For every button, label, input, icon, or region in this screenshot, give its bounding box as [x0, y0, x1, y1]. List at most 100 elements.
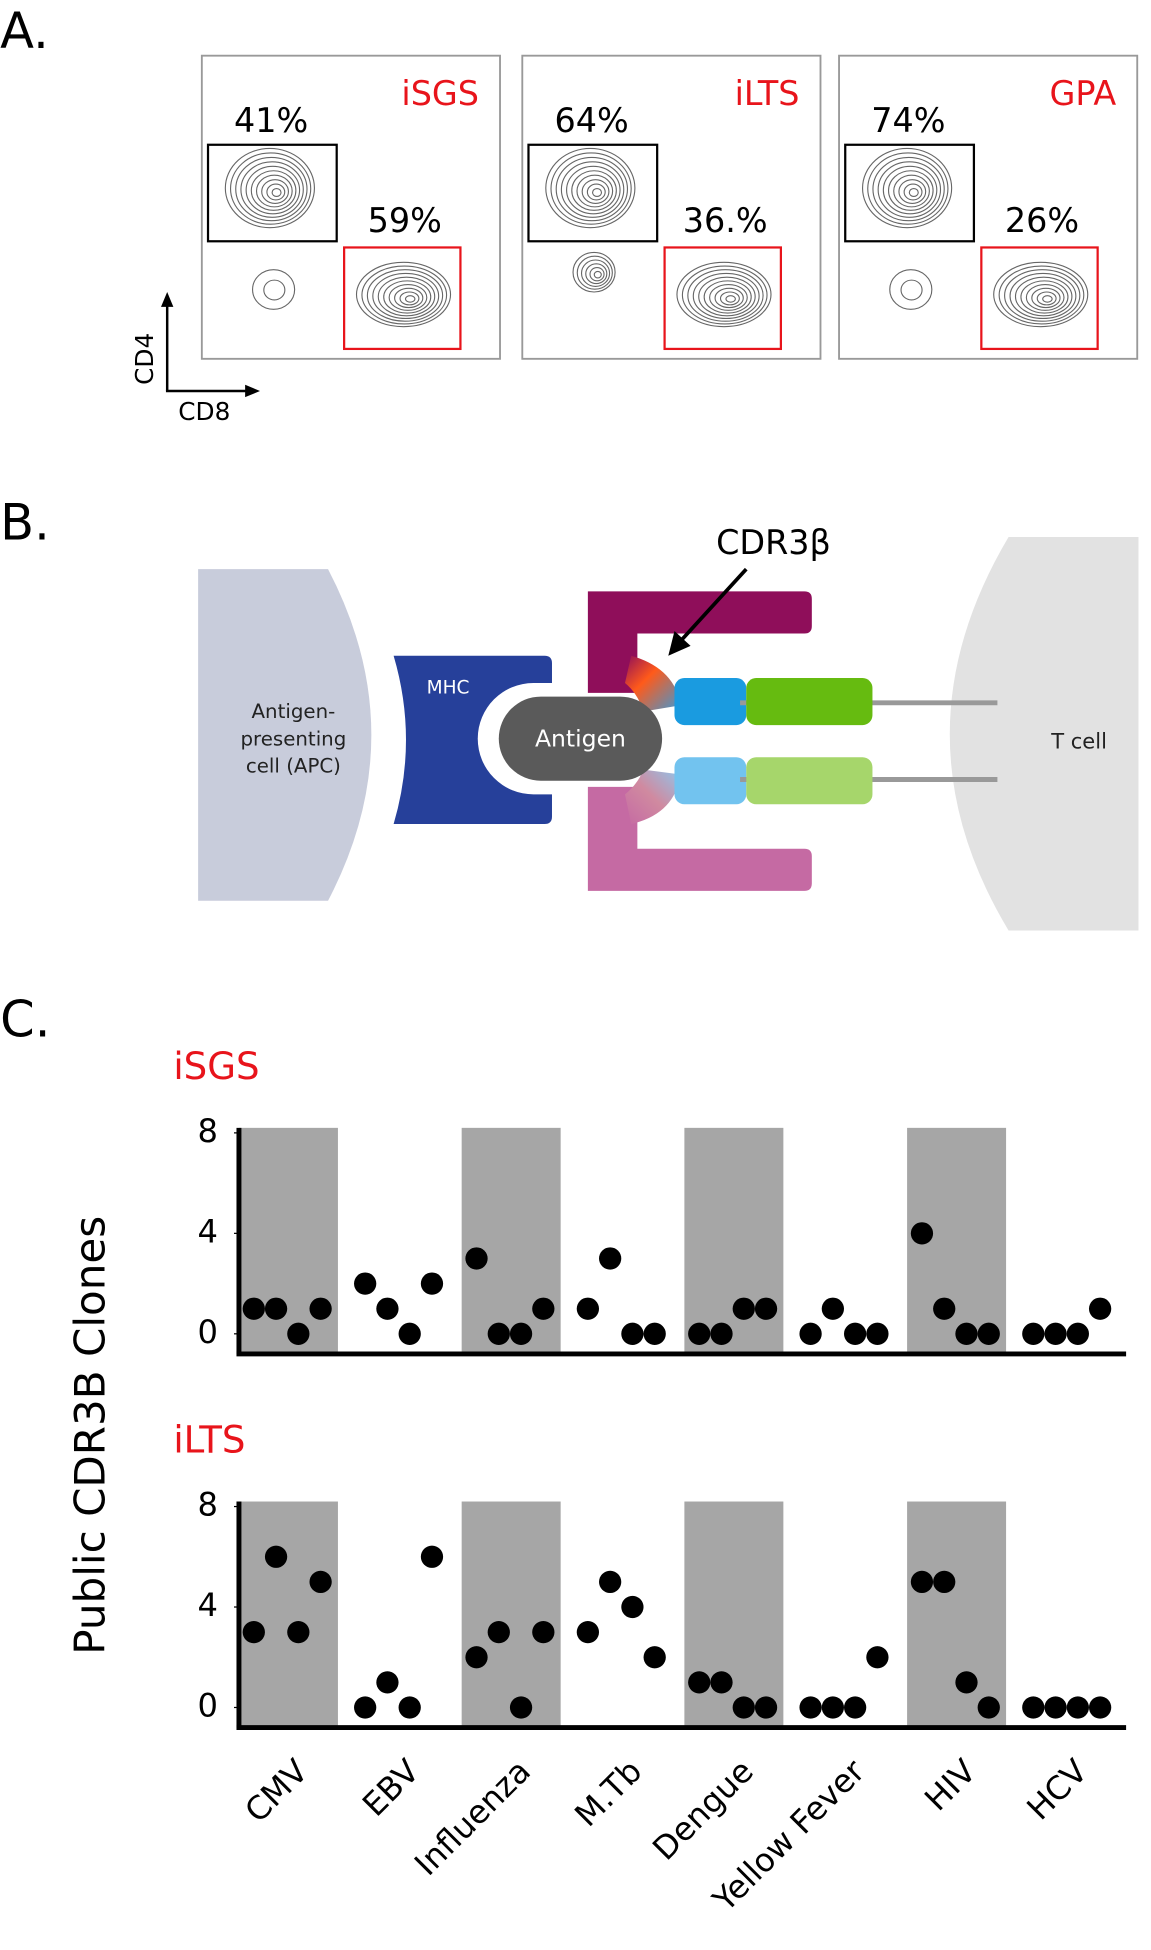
y-tick-label: 8	[197, 1112, 217, 1150]
chart-title: iLTS	[173, 1419, 245, 1462]
contour	[709, 284, 748, 311]
contour	[1042, 295, 1053, 303]
contour	[725, 295, 736, 303]
contour	[545, 147, 636, 229]
dot	[309, 1570, 332, 1594]
contour	[555, 156, 629, 222]
dot	[465, 1247, 488, 1270]
tcr-domain	[674, 757, 747, 805]
gate-label: 74%	[871, 101, 945, 140]
gate	[844, 143, 976, 243]
plot-frame	[838, 54, 1139, 360]
band	[684, 1127, 784, 1354]
dot	[621, 1322, 644, 1345]
contour	[867, 152, 949, 225]
contour	[585, 263, 608, 285]
dot	[532, 1297, 555, 1320]
dot	[799, 1696, 822, 1719]
dot	[242, 1297, 265, 1320]
dot	[688, 1322, 711, 1345]
contour	[560, 161, 625, 218]
dot	[621, 1595, 644, 1619]
dot	[821, 1297, 844, 1320]
contour	[361, 265, 448, 325]
tcr-alpha	[587, 591, 812, 693]
dot	[532, 1620, 555, 1644]
contour	[1014, 276, 1073, 317]
apc-label: cell (APC)	[246, 755, 341, 778]
contour	[572, 251, 616, 293]
dot	[821, 1696, 844, 1719]
contour	[566, 165, 621, 215]
dot	[287, 1322, 310, 1345]
contour	[872, 156, 945, 222]
x-tick-label: HIV	[917, 1752, 983, 1818]
gate-label: 59%	[368, 201, 442, 240]
contour	[261, 179, 290, 204]
plot-title: GPA	[1049, 74, 1116, 113]
contour	[993, 261, 1089, 328]
dot	[732, 1696, 755, 1719]
gate	[980, 246, 1099, 351]
contour	[571, 170, 617, 211]
dot	[754, 1696, 778, 1719]
cdr3-label: CDR3β	[716, 523, 831, 562]
contour	[882, 165, 938, 215]
dot	[955, 1322, 978, 1345]
dot	[1066, 1696, 1089, 1719]
tcr-domain	[746, 678, 873, 726]
dot	[264, 1297, 288, 1320]
contour	[698, 276, 756, 317]
contour	[372, 272, 440, 320]
dot	[977, 1696, 1000, 1719]
contour	[250, 170, 297, 211]
cdr3-region	[624, 769, 681, 825]
contour	[235, 156, 308, 222]
dot	[264, 1545, 288, 1568]
contour	[1031, 287, 1061, 309]
contour	[898, 179, 927, 204]
contour	[355, 261, 452, 328]
contour	[245, 165, 301, 215]
dot	[376, 1297, 399, 1320]
t-cell	[949, 536, 1139, 931]
panel-label: C.	[0, 991, 50, 1049]
dot	[465, 1646, 488, 1669]
dot	[933, 1297, 956, 1320]
gate	[343, 246, 462, 351]
tcr-domain	[746, 757, 873, 805]
tcr-domain	[674, 678, 747, 726]
axis-label: CD4	[130, 333, 159, 385]
band	[461, 1127, 561, 1354]
plot-title: iLTS	[735, 74, 800, 113]
apc-label: presenting	[240, 727, 346, 750]
dot	[910, 1570, 934, 1594]
dot	[487, 1322, 510, 1345]
contour	[703, 280, 752, 314]
chart-title: iSGS	[173, 1045, 259, 1088]
pointer-arrow	[679, 567, 748, 643]
contour	[366, 269, 444, 322]
dot	[599, 1247, 622, 1270]
contour	[861, 147, 953, 229]
contour	[1025, 284, 1065, 311]
contour	[388, 284, 428, 311]
panel-a: iSGS 41% 59% iLTS 64% 36.% GPA 74% 26%	[200, 54, 1139, 360]
arrow-head	[161, 292, 174, 307]
dot	[487, 1620, 510, 1644]
contour	[877, 161, 942, 218]
contour	[903, 183, 923, 201]
plot-frame	[200, 54, 501, 360]
dot	[576, 1297, 600, 1320]
contour	[581, 179, 610, 204]
x-tick-label: M.Tb	[567, 1752, 649, 1834]
dot	[910, 1222, 934, 1245]
x-tick-label: CMV	[237, 1752, 315, 1830]
cdr3-region	[624, 655, 681, 712]
dot	[955, 1671, 978, 1694]
contour	[714, 287, 744, 309]
contour	[266, 183, 286, 201]
contour	[240, 161, 304, 218]
dot	[843, 1322, 867, 1345]
